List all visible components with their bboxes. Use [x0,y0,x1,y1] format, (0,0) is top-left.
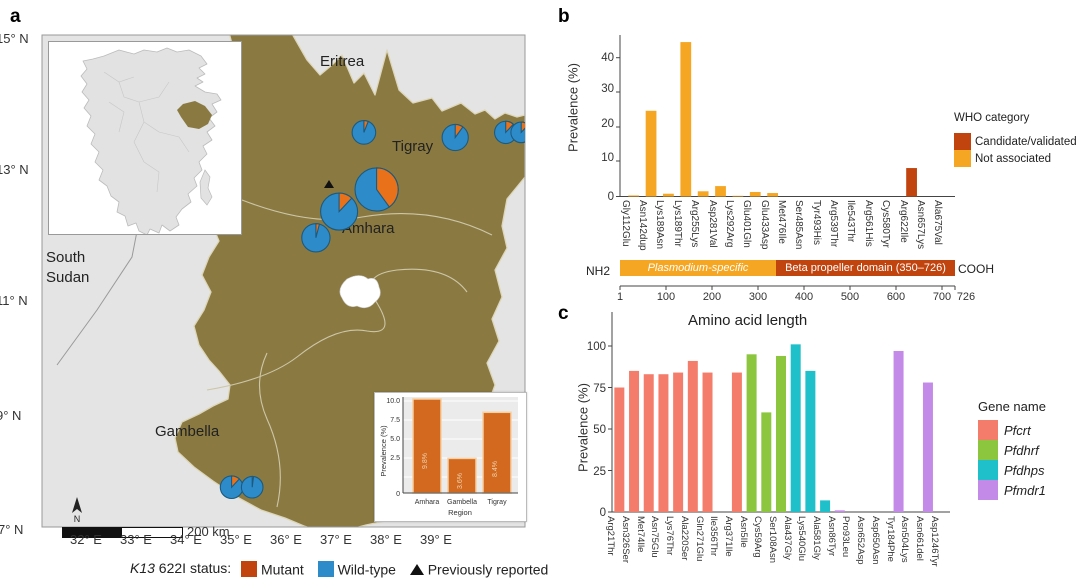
svg-text:726: 726 [957,291,975,300]
svg-text:100: 100 [657,291,675,300]
svg-text:25: 25 [593,466,606,478]
svg-text:1: 1 [617,291,623,300]
svg-text:400: 400 [795,291,813,300]
svg-text:8.4%: 8.4% [492,461,499,477]
svg-text:Tigray: Tigray [487,499,507,506]
svg-text:Gambella: Gambella [447,499,477,506]
svg-text:10.0: 10.0 [386,398,400,405]
svg-text:Prevalence (%): Prevalence (%) [379,425,388,477]
svg-text:0: 0 [396,491,400,498]
svg-text:Amhara: Amhara [415,499,440,506]
svg-text:75: 75 [593,383,606,395]
svg-text:5.0: 5.0 [390,436,400,443]
svg-text:50: 50 [593,424,606,436]
svg-text:9.8%: 9.8% [422,453,429,469]
svg-text:600: 600 [887,291,905,300]
svg-text:Region: Region [448,508,472,517]
svg-text:2.5: 2.5 [390,455,400,462]
svg-text:100: 100 [587,341,606,353]
svg-text:3.6%: 3.6% [457,473,464,489]
svg-text:7.5: 7.5 [390,417,400,424]
svg-text:200: 200 [703,291,721,300]
svg-text:N: N [74,514,81,524]
svg-text:700: 700 [933,291,951,300]
svg-text:500: 500 [841,291,859,300]
svg-text:300: 300 [749,291,767,300]
